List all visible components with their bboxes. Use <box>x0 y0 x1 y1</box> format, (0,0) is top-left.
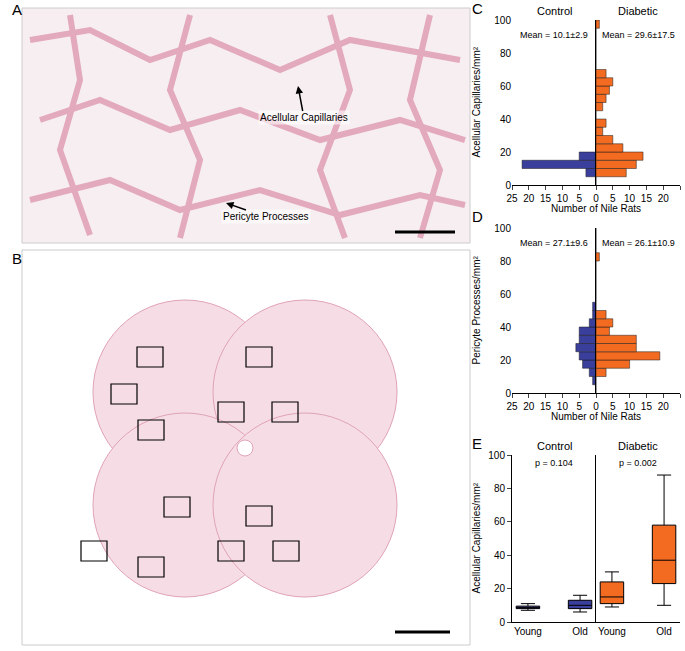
svg-text:C: C <box>472 0 483 17</box>
svg-text:Control: Control <box>537 440 572 452</box>
svg-text:100: 100 <box>488 450 505 461</box>
svg-text:20: 20 <box>658 193 670 204</box>
svg-text:Diabetic: Diabetic <box>618 440 658 452</box>
svg-text:Number of Nile Rats: Number of Nile Rats <box>551 411 641 422</box>
svg-text:15: 15 <box>641 401 653 412</box>
svg-text:Pericyte Processes: Pericyte Processes <box>223 211 309 222</box>
svg-text:80: 80 <box>494 483 506 494</box>
svg-text:Acellular Capillaries/mm²: Acellular Capillaries/mm² <box>471 46 482 157</box>
svg-text:Pericyte Processes/mm²: Pericyte Processes/mm² <box>471 255 482 364</box>
svg-text:40: 40 <box>500 322 512 333</box>
svg-text:100: 100 <box>494 223 511 234</box>
svg-text:A: A <box>12 1 22 18</box>
svg-text:Mean = 29.6±17.5: Mean = 29.6±17.5 <box>602 30 675 40</box>
svg-text:5: 5 <box>576 401 582 412</box>
svg-text:100: 100 <box>494 15 511 26</box>
svg-text:10: 10 <box>557 193 569 204</box>
svg-text:80: 80 <box>500 256 512 267</box>
svg-text:Control: Control <box>537 5 572 17</box>
svg-text:Old: Old <box>572 626 588 637</box>
svg-text:0: 0 <box>505 388 511 399</box>
svg-text:40: 40 <box>500 114 512 125</box>
svg-text:0: 0 <box>593 193 599 204</box>
svg-text:Mean = 10.1±2.9: Mean = 10.1±2.9 <box>520 30 588 40</box>
svg-text:0: 0 <box>593 401 599 412</box>
svg-text:60: 60 <box>500 81 512 92</box>
svg-text:25: 25 <box>506 193 518 204</box>
svg-text:10: 10 <box>624 401 636 412</box>
svg-text:Old: Old <box>656 626 672 637</box>
svg-text:20: 20 <box>500 355 512 366</box>
svg-text:D: D <box>472 208 483 225</box>
svg-text:5: 5 <box>610 401 616 412</box>
svg-text:p = 0.002: p = 0.002 <box>619 458 657 468</box>
svg-text:Young: Young <box>514 626 542 637</box>
svg-text:15: 15 <box>540 401 552 412</box>
svg-text:Mean = 26.1±10.9: Mean = 26.1±10.9 <box>602 238 675 248</box>
svg-text:40: 40 <box>494 550 506 561</box>
svg-text:10: 10 <box>624 193 636 204</box>
svg-text:20: 20 <box>500 147 512 158</box>
svg-text:20: 20 <box>523 401 535 412</box>
svg-text:Acellular Capillaries: Acellular Capillaries <box>260 112 348 123</box>
svg-text:60: 60 <box>500 289 512 300</box>
svg-text:25: 25 <box>506 401 518 412</box>
svg-text:Young: Young <box>598 626 626 637</box>
svg-text:Mean = 27.1±9.6: Mean = 27.1±9.6 <box>520 238 588 248</box>
svg-text:Diabetic: Diabetic <box>618 5 658 17</box>
svg-text:15: 15 <box>641 193 653 204</box>
svg-text:15: 15 <box>540 193 552 204</box>
svg-text:B: B <box>12 250 22 267</box>
svg-text:5: 5 <box>610 193 616 204</box>
svg-text:0: 0 <box>499 617 505 628</box>
svg-text:5: 5 <box>576 193 582 204</box>
svg-text:20: 20 <box>658 401 670 412</box>
svg-text:Number of Nile Rats: Number of Nile Rats <box>551 203 641 214</box>
svg-text:60: 60 <box>494 516 506 527</box>
svg-text:20: 20 <box>523 193 535 204</box>
svg-text:p = 0.104: p = 0.104 <box>535 458 573 468</box>
svg-text:0: 0 <box>505 180 511 191</box>
svg-text:Acellular Capillaries/mm²: Acellular Capillaries/mm² <box>471 482 482 593</box>
svg-text:10: 10 <box>557 401 569 412</box>
svg-text:80: 80 <box>500 48 512 59</box>
svg-text:20: 20 <box>494 583 506 594</box>
svg-text:E: E <box>472 435 482 452</box>
